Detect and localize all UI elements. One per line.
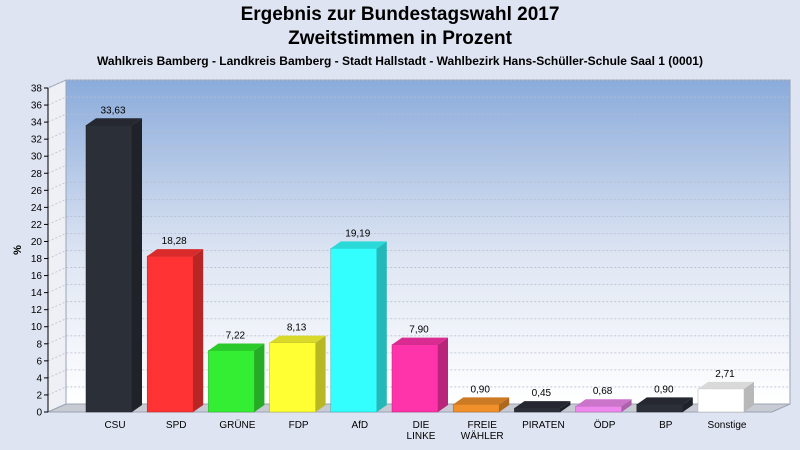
bar-side [621, 399, 632, 412]
y-tick-label: 26 [31, 186, 43, 197]
bar-front [575, 405, 622, 413]
bar-side [560, 401, 571, 412]
y-tick-label: 38 [31, 84, 43, 95]
chart-title-line-2: Zweitstimmen in Prozent [288, 28, 512, 49]
bar-side [193, 249, 204, 412]
bar-top [269, 335, 326, 343]
data-label: 0,45 [532, 388, 552, 399]
y-tick-label: 20 [31, 237, 43, 248]
bar [636, 397, 693, 413]
bar-top [330, 241, 387, 249]
y-tick-label: 6 [36, 356, 42, 367]
x-tick-label: LINKE [407, 431, 436, 442]
x-tick-label: FDP [289, 420, 309, 431]
bar-top [392, 337, 448, 345]
y-tick-label: 4 [36, 373, 42, 384]
y-tick-label: 24 [31, 203, 43, 214]
bar-front [391, 344, 439, 413]
bar-top [86, 118, 142, 126]
bar-top [698, 381, 754, 389]
bar-top [575, 399, 632, 407]
y-tick-label: 10 [31, 322, 43, 333]
data-label: 2,71 [715, 369, 735, 380]
data-label: 33,63 [100, 105, 125, 116]
bar-front [514, 407, 561, 413]
y-tick-label: 36 [31, 101, 43, 112]
x-tick-label: DIE [413, 420, 430, 431]
bar-front [697, 388, 745, 413]
bar-front [330, 248, 378, 413]
bar [269, 335, 326, 413]
bar-front [208, 350, 255, 413]
x-tick-label: Sonstige [708, 420, 747, 431]
x-tick-label: CSU [104, 420, 125, 431]
x-tick-label: WÄHLER [461, 430, 504, 442]
bar [514, 401, 571, 413]
data-label: 18,28 [162, 236, 187, 247]
bar [208, 343, 265, 413]
y-tick-label: 18 [31, 254, 43, 265]
bar [85, 118, 142, 413]
y-tick-label: 12 [31, 305, 43, 316]
data-label: 0,90 [654, 384, 674, 395]
bar-side [682, 397, 693, 412]
bar [575, 399, 632, 413]
bar-top [636, 397, 693, 405]
y-tick-label: 28 [31, 169, 43, 180]
bar-side [744, 381, 754, 412]
bar-top [147, 249, 204, 257]
x-tick-label: SPD [166, 420, 187, 431]
bar [697, 381, 754, 413]
data-label: 7,90 [409, 325, 429, 336]
bar [452, 397, 510, 413]
y-tick-label: 22 [31, 220, 43, 231]
y-tick-label: 16 [31, 271, 43, 282]
y-tick-label: 8 [36, 339, 42, 350]
data-label: 7,22 [226, 330, 246, 341]
bar-front [85, 125, 133, 413]
bar-side [254, 343, 265, 412]
x-tick-label: BP [659, 420, 673, 431]
y-tick-label: 34 [31, 118, 43, 129]
data-label: 0,90 [470, 384, 490, 395]
bar-front [146, 255, 194, 413]
chart-title: Ergebnis zur Bundestagswahl 2017 [240, 4, 560, 25]
bar-side [499, 397, 510, 412]
y-tick-label: 0 [36, 408, 42, 419]
bar-side [376, 241, 387, 412]
data-label: 8,13 [287, 323, 307, 334]
bar [391, 337, 448, 413]
bar [146, 249, 204, 413]
bar-side [132, 118, 142, 412]
bar-top [514, 401, 571, 409]
bar [330, 241, 387, 413]
y-tick-label: 30 [31, 152, 43, 163]
bar-top [453, 397, 510, 405]
bar-side [315, 335, 326, 412]
x-tick-label: AfD [351, 420, 368, 431]
x-tick-label: ÖDP [594, 419, 616, 431]
y-tick-label: 32 [31, 135, 43, 146]
plot-side-wall [47, 79, 67, 413]
y-tick-label: 14 [31, 288, 43, 299]
x-tick-label: PIRATEN [522, 420, 565, 431]
data-label: 0,68 [593, 386, 613, 397]
x-tick-label: FREIE [467, 420, 497, 431]
y-tick-label: 2 [36, 390, 42, 401]
bar-front [269, 342, 316, 413]
chart-subtitle: Wahlkreis Bamberg - Landkreis Bamberg - … [97, 54, 703, 68]
bar-front [636, 404, 684, 413]
bar-side [438, 337, 448, 412]
bar-top [208, 343, 265, 351]
y-axis-label: % [12, 245, 24, 255]
bar-front [452, 404, 500, 413]
x-tick-label: GRÜNE [219, 419, 255, 431]
data-label: 19,19 [345, 228, 370, 239]
